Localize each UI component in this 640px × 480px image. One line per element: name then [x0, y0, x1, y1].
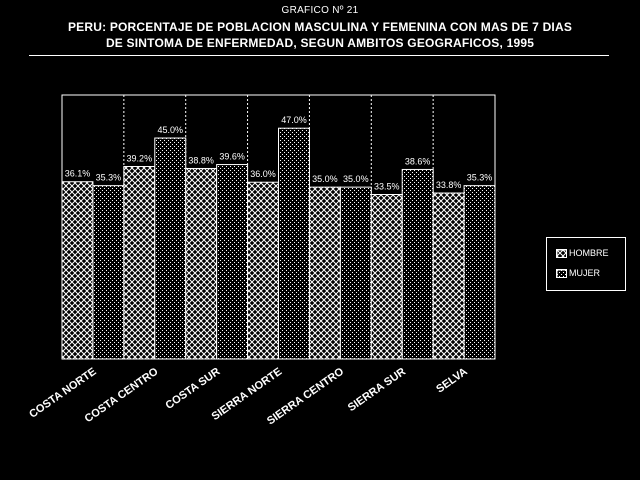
data-label-mujer-3: 47.0%	[281, 115, 307, 125]
bar-hombre-4	[308, 186, 341, 360]
bar-mujer-4	[339, 186, 372, 360]
hombre-swatch-icon	[556, 248, 567, 258]
data-label-hombre-2: 38.8%	[188, 155, 214, 165]
data-label-hombre-6: 33.8%	[436, 180, 462, 190]
data-label-mujer-6: 35.3%	[467, 173, 493, 183]
mujer-swatch-icon	[556, 268, 567, 278]
legend-item-hombre: HOMBRE	[556, 248, 609, 258]
legend-label-mujer: MUJER	[569, 268, 600, 278]
legend-label-hombre: HOMBRE	[569, 248, 609, 258]
category-label-2: COSTA SUR	[163, 366, 222, 412]
bar-hombre-1	[123, 166, 156, 360]
data-label-mujer-0: 35.3%	[96, 173, 122, 183]
bar-hombre-3	[247, 181, 279, 360]
figure-label: GRAFICO Nº 21	[281, 5, 359, 16]
data-label-hombre-3: 36.0%	[250, 169, 276, 179]
category-label-5: SIERRA SUR	[346, 366, 408, 415]
legend-item-mujer: MUJER	[556, 268, 600, 278]
bar-mujer-6	[463, 185, 496, 360]
bar-hombre-5	[370, 194, 403, 360]
data-label-hombre-0: 36.1%	[65, 169, 91, 179]
bar-mujer-5	[401, 168, 434, 360]
bar-mujer-0	[92, 185, 125, 360]
chart-legend: HOMBRE MUJER	[546, 237, 626, 291]
value-labels-layer: 36.1% 35.3% 39.2% 45.0% 38.8% 39.6% 36.0% 47.0%…	[65, 115, 493, 191]
data-label-mujer-1: 45.0%	[157, 125, 183, 135]
data-label-mujer-5: 38.6%	[405, 156, 431, 166]
data-label-hombre-4: 35.0%	[312, 174, 338, 184]
data-label-hombre-5: 33.5%	[374, 182, 400, 192]
category-label-6: SELVA	[434, 366, 470, 396]
bar-mujer-1	[154, 137, 187, 360]
bar-mujer-2	[216, 164, 249, 360]
bar-hombre-0	[61, 181, 94, 360]
data-label-hombre-1: 39.2%	[127, 154, 153, 164]
chart-title-line-1: PERU: PORCENTAJE DE POBLACION MASCULINA …	[67, 20, 573, 34]
chart-title-line-2: DE SINTOMA DE ENFERMEDAD, SEGUN AMBITOS …	[105, 36, 535, 50]
bars-layer	[61, 127, 496, 360]
bar-hombre-6	[432, 192, 465, 360]
data-label-mujer-4: 35.0%	[343, 174, 369, 184]
bar-mujer-3	[278, 127, 310, 360]
bar-hombre-2	[185, 167, 218, 360]
data-label-mujer-2: 39.6%	[219, 152, 245, 162]
title-divider	[29, 55, 609, 56]
